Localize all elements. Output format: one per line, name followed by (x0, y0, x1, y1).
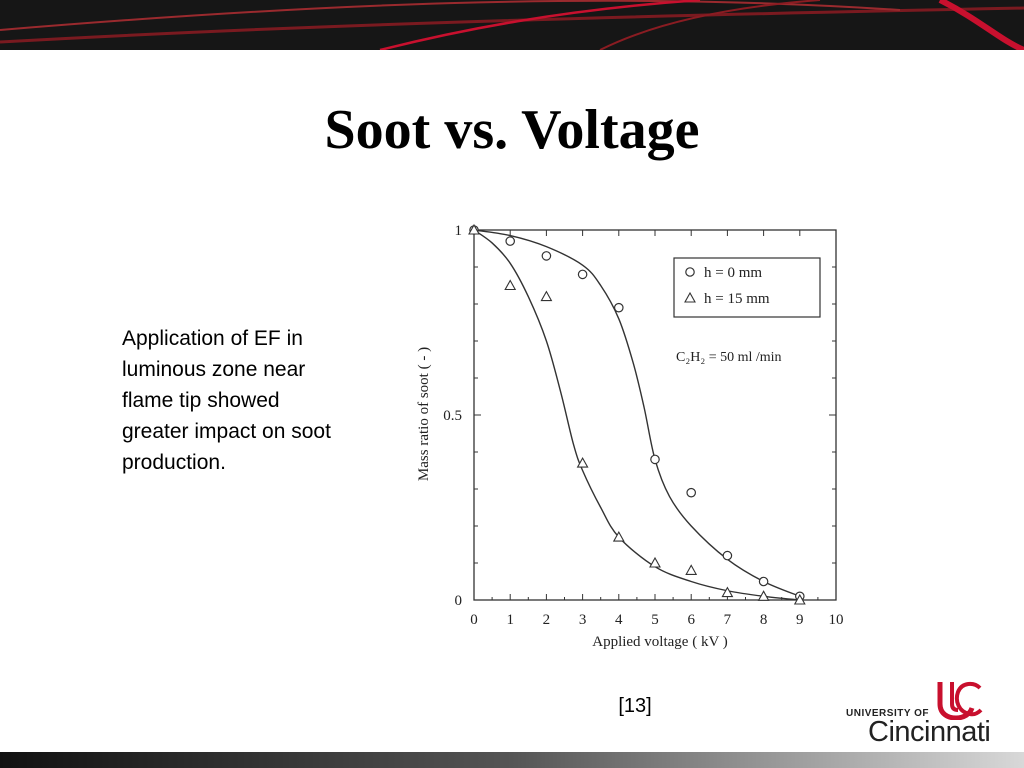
x-tick-label: 1 (506, 612, 514, 628)
x-tick-label: 2 (543, 612, 551, 628)
data-point-circle (505, 236, 515, 246)
top-banner (0, 0, 1024, 50)
data-point-triangle (721, 586, 734, 598)
data-point-triangle (685, 564, 698, 575)
x-tick-label: 10 (829, 612, 844, 628)
data-point-circle (758, 576, 769, 587)
series-curve-1 (473, 229, 800, 601)
y-axis-label: Mass ratio of soot ( - ) (416, 347, 432, 481)
data-point-triangle (540, 290, 553, 302)
x-tick-label: 5 (651, 612, 659, 628)
x-tick-label: 6 (687, 612, 695, 628)
slide-title: Soot vs. Voltage (324, 99, 700, 161)
data-point-triangle (612, 530, 625, 542)
data-point-circle (650, 454, 660, 465)
logo-cincinnati: Cincinnati (868, 716, 991, 748)
x-tick-label: 8 (760, 612, 768, 628)
x-axis-label: Applied voltage ( kV ) (592, 634, 728, 650)
x-tick-label: 9 (796, 612, 804, 628)
bottom-bar (0, 752, 1024, 768)
chart-markers (468, 223, 806, 605)
y-tick-label: 1 (455, 223, 463, 239)
data-point-circle (722, 550, 733, 561)
chart-legend: h = 0 mm h = 15 mm (673, 257, 821, 318)
legend-box (673, 257, 821, 318)
data-point-triangle (649, 556, 661, 568)
data-point-triangle (468, 223, 480, 235)
data-point-circle (577, 269, 588, 280)
legend-marker-circle (685, 267, 695, 277)
citation: [13] (618, 695, 652, 717)
y-tick-label: 0.5 (443, 408, 462, 424)
chart-axes: 0 1 2 3 4 5 6 7 8 9 10 0 0.5 1 (443, 223, 843, 628)
x-tick-label: 0 (470, 612, 478, 628)
body-text: Application of EF in luminous zone near … (122, 327, 331, 474)
legend-label: h = 0 mm (704, 265, 762, 281)
chart-annotation: C₂H₂ = 50 ml /min (676, 350, 782, 365)
y-tick-label: 0 (455, 593, 463, 609)
university-logo: UNIVERSITY OF Cincinnati (846, 678, 996, 748)
logo-university-of: UNIVERSITY OF (846, 708, 929, 719)
legend-marker-triangle (684, 291, 696, 303)
data-point-triangle (757, 590, 770, 601)
x-tick-label: 4 (615, 612, 623, 628)
soot-voltage-chart: 0 1 2 3 4 5 6 7 8 9 10 0 0.5 1 h = 0 mm h = 15 mm C₂H₂… (416, 223, 844, 650)
data-point-triangle (504, 279, 517, 291)
data-point-circle (614, 302, 624, 313)
data-point-triangle (793, 593, 806, 605)
data-point-circle (686, 487, 696, 498)
legend-label: h = 15 mm (704, 291, 770, 307)
x-tick-label: 3 (579, 612, 587, 628)
x-tick-label: 7 (724, 612, 732, 628)
data-point-triangle (576, 456, 589, 468)
data-point-circle (541, 251, 552, 261)
uc-logo-mark-icon (937, 681, 983, 720)
